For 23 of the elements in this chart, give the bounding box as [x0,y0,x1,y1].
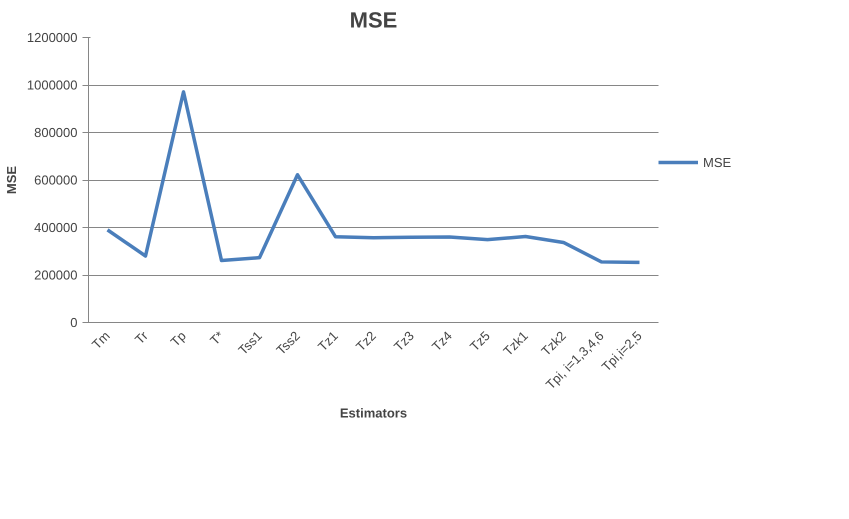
x-axis-title: Estimators [340,405,408,420]
x-tick-label: Tss2 [273,328,303,358]
x-tick-label: Tz1 [314,328,341,354]
y-tick-label: 600000 [34,172,78,188]
legend-label: MSE [703,154,732,170]
x-tick-label: Tz2 [352,328,379,354]
y-tick-label: 800000 [34,125,78,140]
x-tick-label: Tr [132,328,152,348]
line-series [106,90,642,264]
chart-title: MSE [350,8,398,32]
x-tick-label: Tss1 [235,328,265,358]
x-tick-label: Tz4 [428,328,455,354]
x-tick-label: Tz3 [390,328,417,354]
y-tick-label: 200000 [34,268,78,282]
y-tick-label: 1200000 [26,30,78,45]
y-tick-label: 0 [70,315,78,330]
y-tick-label: 400000 [34,220,78,235]
x-tick-label: Tp [167,328,189,350]
y-axis-title: MSE [4,166,19,194]
y-tick-label: 1000000 [26,78,78,92]
x-tick-label: T* [207,328,227,348]
x-tick-label: Tm [88,328,113,352]
x-tick-label: Tz5 [466,328,493,354]
